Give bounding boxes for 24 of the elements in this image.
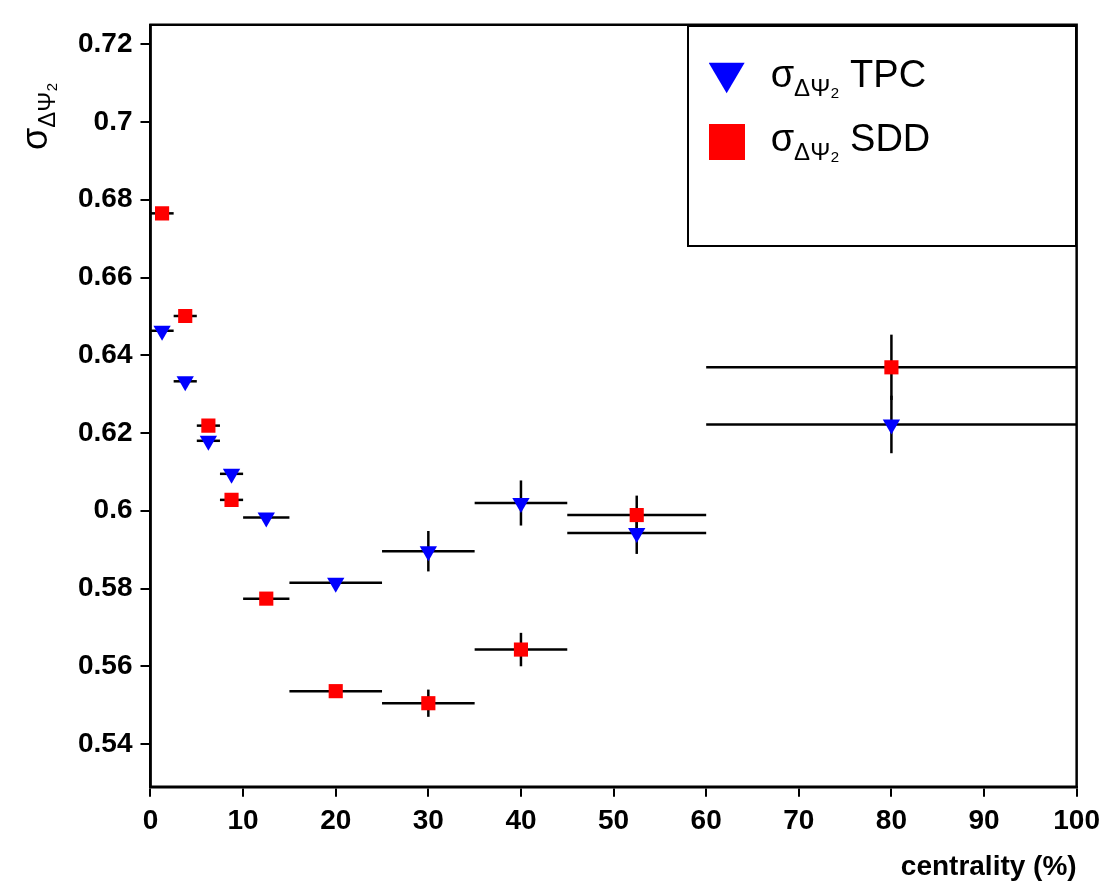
x-tick-label: 90 bbox=[968, 804, 1000, 836]
x-tick-label: 40 bbox=[505, 804, 537, 836]
y-tick-label: 0.72 bbox=[78, 26, 133, 58]
y-tick-label: 0.68 bbox=[78, 182, 133, 214]
x-tick-label: 0 bbox=[142, 804, 159, 836]
y-tick-label: 0.62 bbox=[78, 415, 133, 447]
x-tick-label: 10 bbox=[227, 804, 259, 836]
y-tick-label: 0.56 bbox=[78, 649, 133, 680]
x-tick-label: 50 bbox=[597, 804, 630, 836]
x-tick-label: 20 bbox=[320, 804, 352, 836]
y-tick-label: 0.7 bbox=[93, 104, 133, 136]
y-tick-label: 0.58 bbox=[78, 571, 133, 603]
y-tick-label: 0.54 bbox=[78, 726, 133, 758]
x-tick-label: 100 bbox=[1053, 804, 1100, 836]
x-tick-label: 80 bbox=[875, 804, 907, 836]
y-tick-label: 0.64 bbox=[78, 337, 133, 369]
legend-label: σ$_{ΔΨ₂}$ TPC bbox=[770, 52, 927, 102]
y-tick-label: 0.66 bbox=[78, 260, 133, 292]
x-tick-label: 30 bbox=[412, 804, 444, 836]
x-axis-title: centrality (%) bbox=[900, 849, 1077, 881]
legend-label: σ$_{ΔΨ₂}$ SDD bbox=[770, 117, 931, 166]
x-tick-label: 60 bbox=[690, 804, 722, 836]
y-tick-label: 0.6 bbox=[93, 493, 133, 525]
x-tick-label: 70 bbox=[783, 804, 815, 836]
